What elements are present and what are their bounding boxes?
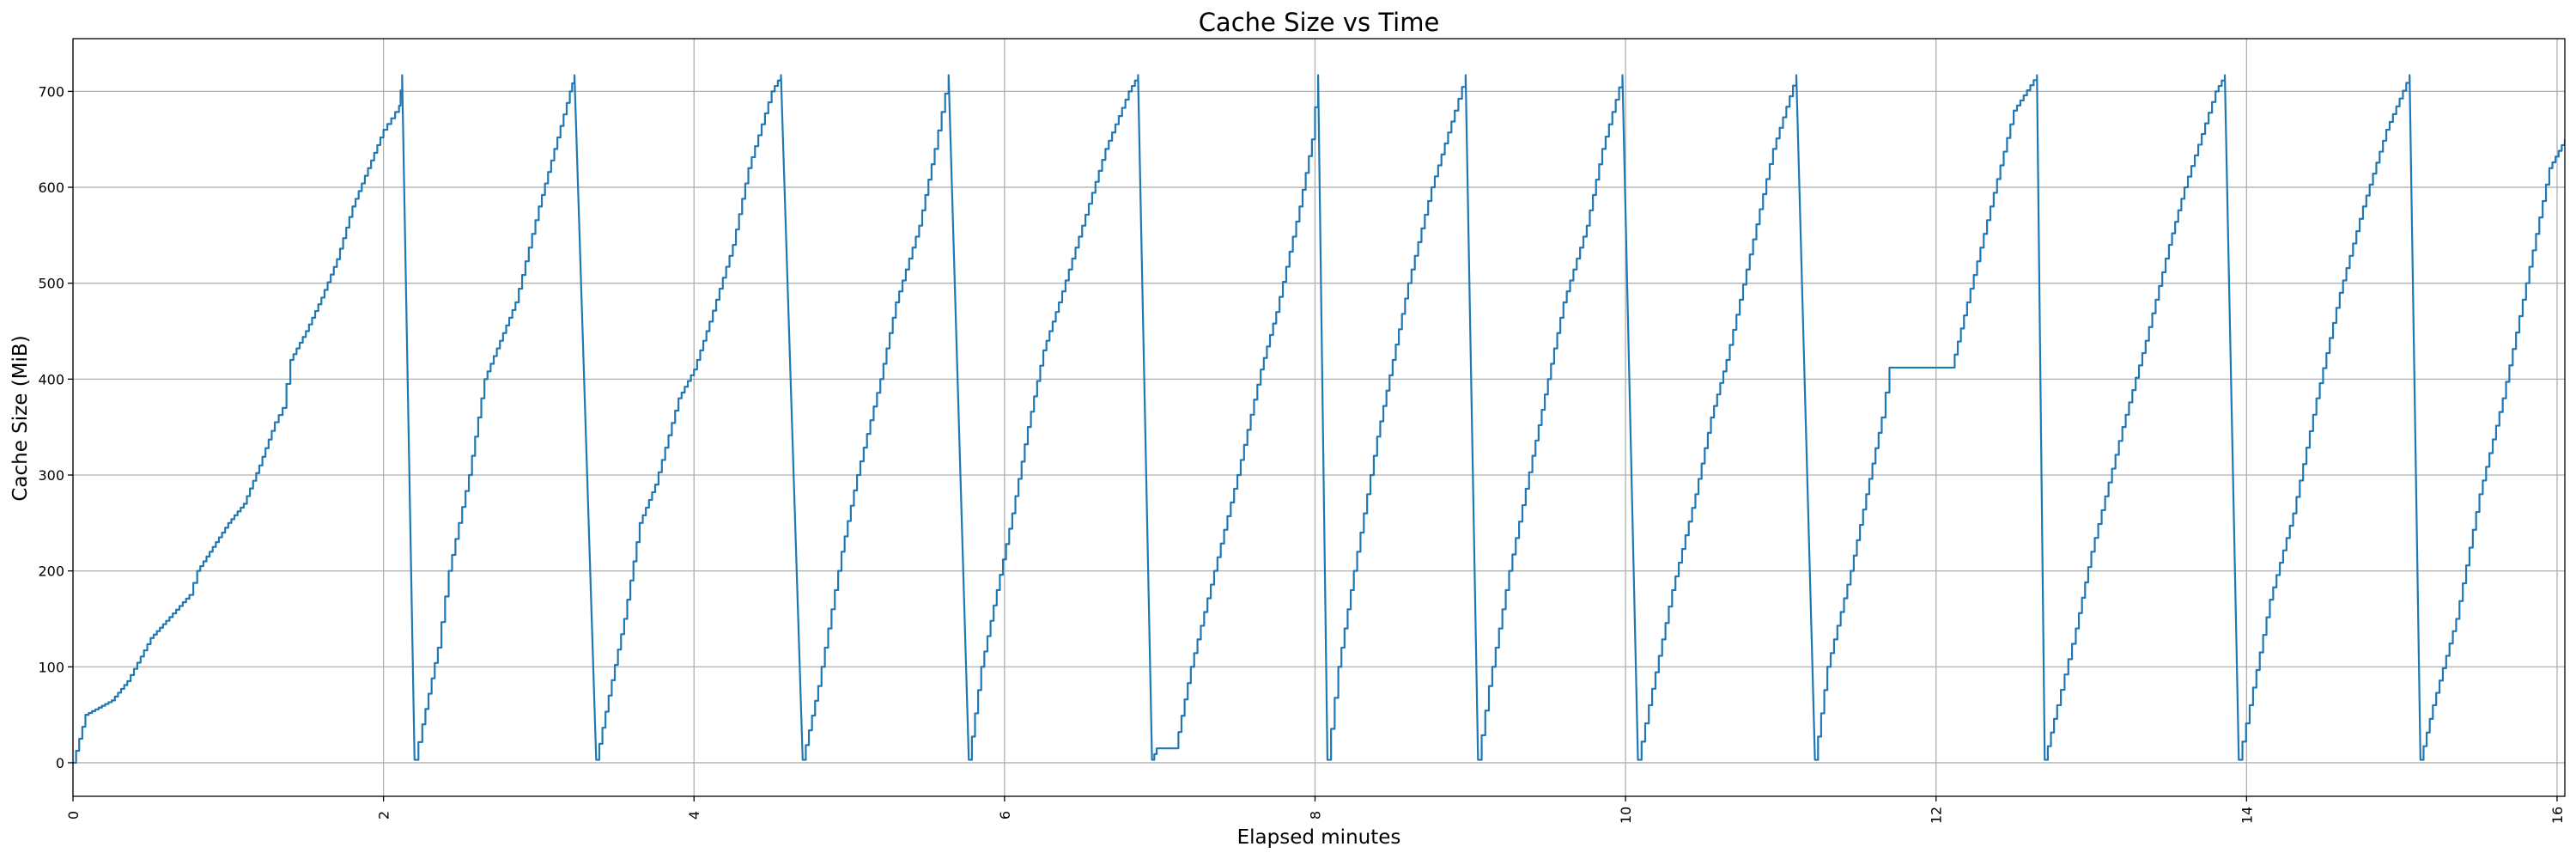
series-line-0 — [73, 74, 2565, 765]
x-tick-label: 2 — [376, 811, 392, 819]
y-tick-label: 200 — [38, 564, 64, 580]
y-tick-label: 600 — [38, 180, 64, 196]
plot-frame — [72, 38, 2566, 797]
y-tick-label: 300 — [38, 467, 64, 484]
x-axis-label: Elapsed minutes — [1237, 826, 1401, 849]
x-tick-label: 4 — [686, 811, 702, 819]
x-tick-label: 14 — [2239, 807, 2255, 824]
x-tick-label: 12 — [1929, 807, 1945, 824]
y-axis-label: Cache Size (MiB) — [9, 335, 32, 501]
chart-title: Cache Size vs Time — [1199, 8, 1440, 37]
x-tick-label: 10 — [1618, 807, 1634, 824]
y-tick-label: 400 — [38, 371, 64, 387]
y-tick-label: 700 — [38, 83, 64, 100]
series-layer — [73, 74, 2565, 765]
y-tick-label: 100 — [38, 659, 64, 675]
x-tick-label: 16 — [2549, 807, 2566, 824]
x-tick-label: 0 — [65, 811, 82, 819]
tick-layer: 0 2 4 6 8 10 12 14 16 0 100 200 300 400 500 600 700 — [38, 83, 2566, 824]
y-tick-label: 0 — [56, 755, 64, 771]
x-tick-label: 8 — [1307, 811, 1323, 819]
x-tick-label: 6 — [997, 811, 1013, 819]
y-tick-label: 500 — [38, 276, 64, 292]
